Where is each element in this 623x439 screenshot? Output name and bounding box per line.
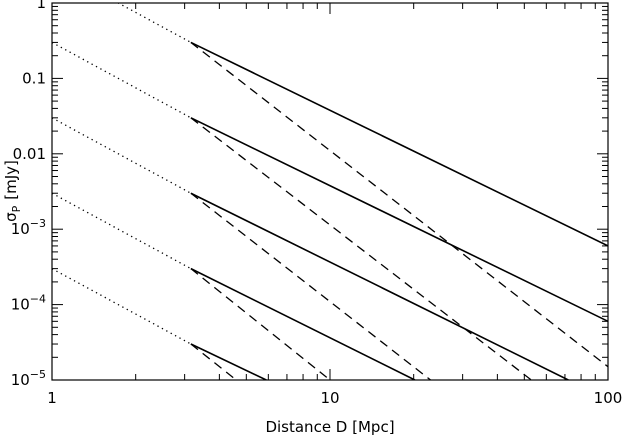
series-solid-line-6 (190, 117, 608, 323)
x-tick-label-2: 100 (594, 389, 623, 407)
series-solid-line-5 (190, 41, 608, 247)
y-tick-label-0: 10−5 (11, 368, 46, 389)
series-layer (52, 3, 608, 380)
tick-label-layer: 1 10 100 10−5 10−4 10−3 0.01 0.1 1 (11, 0, 623, 407)
series-solid-line-8 (190, 267, 416, 380)
x-axis-label: Distance D [Mpc] (265, 418, 394, 436)
x-tick-label-0: 1 (47, 389, 57, 407)
x-tick-label-1: 10 (320, 389, 339, 407)
series-dotted-line-2 (52, 117, 192, 194)
y-tick-label-5: 1 (36, 0, 46, 12)
series-dotted-line-3 (52, 192, 192, 270)
series-dashed-line-13 (190, 268, 331, 380)
y-tick-label-1: 10−4 (11, 293, 46, 314)
series-dashed-line-14 (190, 343, 237, 380)
plot-frame (51, 2, 609, 381)
series-dotted-line-0 (116, 3, 192, 44)
series-solid-line-7 (190, 192, 569, 380)
tick-layer (51, 3, 608, 381)
series-dashed-line-11 (190, 117, 532, 380)
y-axis-label: σP [mJy] (2, 160, 23, 222)
series-dotted-line-1 (52, 41, 192, 119)
y-tick-label-4: 0.1 (22, 69, 46, 87)
y-tick-label-3: 0.01 (13, 145, 46, 163)
series-dotted-line-4 (52, 268, 192, 345)
series-dashed-line-10 (190, 41, 608, 368)
y-axis-label-subscript: P (10, 205, 23, 212)
series-dashed-line-12 (190, 192, 431, 380)
y-tick-label-2: 10−3 (11, 217, 46, 238)
y-axis-label-symbol: σ (2, 212, 20, 222)
y-axis-label-unit: [mJy] (2, 160, 20, 200)
series-solid-line-9 (190, 343, 267, 380)
